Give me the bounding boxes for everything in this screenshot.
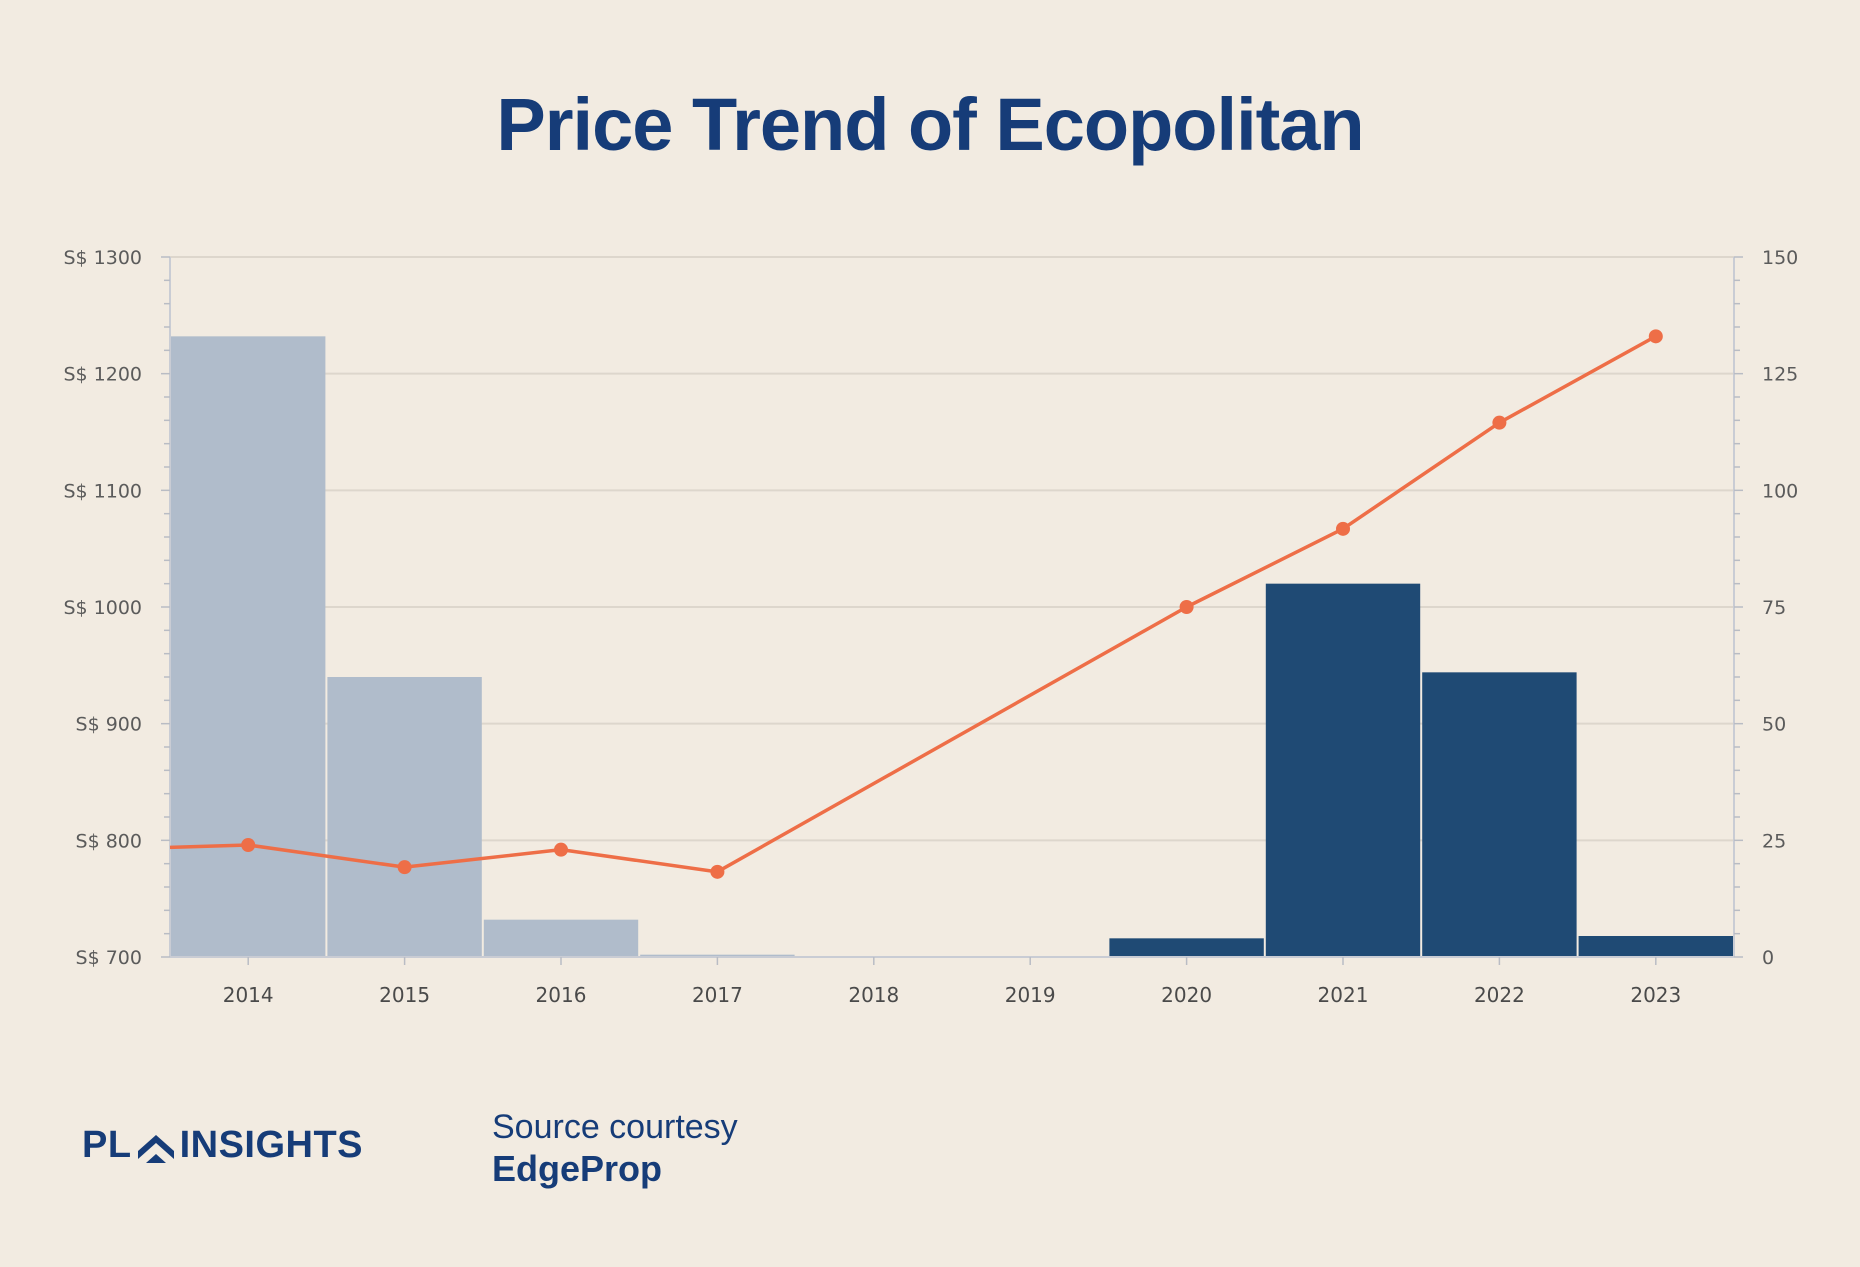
bar-2023 bbox=[1578, 936, 1733, 957]
x-tick-label: 2017 bbox=[692, 983, 743, 1007]
source-name: EdgeProp bbox=[492, 1148, 663, 1189]
price-point-2015 bbox=[397, 860, 412, 875]
y-right-tick-label: 0 bbox=[1762, 947, 1774, 969]
y-right-tick-label: 75 bbox=[1762, 597, 1786, 619]
y-left-tick-label: S$ 900 bbox=[76, 714, 142, 736]
bar-2017 bbox=[640, 954, 795, 957]
bar-2014 bbox=[171, 336, 326, 957]
x-tick-label: 2015 bbox=[379, 983, 430, 1007]
price-point-2023 bbox=[1648, 329, 1663, 344]
y-left-tick-label: S$ 1200 bbox=[63, 364, 142, 386]
y-right-tick-label: 25 bbox=[1762, 830, 1786, 852]
price-point-2016 bbox=[554, 842, 568, 857]
price-point-2021 bbox=[1336, 521, 1350, 536]
bar-2015 bbox=[327, 677, 482, 957]
logo-text-left: PL bbox=[82, 1124, 132, 1166]
y-left-tick-label: S$ 700 bbox=[76, 947, 142, 969]
logo-text-right: INSIGHTS bbox=[179, 1124, 364, 1166]
tick-labels: S$ 700 S$ 800 S$ 900 S$ 1000 S$ 1100 S$ 1200 S… bbox=[63, 247, 1798, 1007]
price-point-2020 bbox=[1179, 600, 1194, 614]
x-tick-label: 2016 bbox=[536, 983, 587, 1007]
x-tick-label: 2023 bbox=[1630, 983, 1681, 1007]
x-tick-label: 2021 bbox=[1318, 983, 1369, 1007]
x-tick-label: 2019 bbox=[1005, 983, 1056, 1007]
x-tick-label: 2022 bbox=[1474, 983, 1525, 1007]
bar-2020 bbox=[1109, 938, 1264, 957]
y-right-tick-label: 150 bbox=[1762, 247, 1798, 269]
y-right-tick-label: 50 bbox=[1762, 714, 1786, 736]
chart-title: Price Trend of Ecopolitan bbox=[496, 83, 1364, 166]
bar-2021 bbox=[1265, 583, 1421, 957]
y-right-tick-label: 125 bbox=[1762, 364, 1798, 386]
y-left-tick-label: S$ 800 bbox=[76, 830, 142, 852]
source-credit: Source courtesy EdgeProp bbox=[492, 1106, 738, 1190]
x-tick-label: 2014 bbox=[223, 983, 274, 1007]
y-left-tick-label: S$ 1000 bbox=[63, 597, 142, 619]
price-point-2017 bbox=[710, 864, 725, 879]
y-left-tick-label: S$ 1100 bbox=[63, 480, 142, 502]
axes bbox=[161, 256, 1743, 965]
y-right-tick-label: 100 bbox=[1762, 480, 1798, 502]
bar-2016 bbox=[483, 919, 639, 957]
line-series bbox=[169, 329, 1663, 879]
y-left-tick-label: S$ 1300 bbox=[63, 247, 142, 269]
source-label: Source courtesy bbox=[492, 1108, 738, 1146]
price-point-2022 bbox=[1492, 415, 1507, 430]
x-tick-label: 2018 bbox=[848, 983, 899, 1007]
chevron-up-logo-icon bbox=[137, 1134, 174, 1163]
bar-2022 bbox=[1422, 672, 1577, 957]
plb-insights-logo: PL INSIGHTS bbox=[82, 1124, 363, 1167]
price-point-2014 bbox=[241, 838, 256, 852]
x-tick-label: 2020 bbox=[1161, 983, 1212, 1007]
